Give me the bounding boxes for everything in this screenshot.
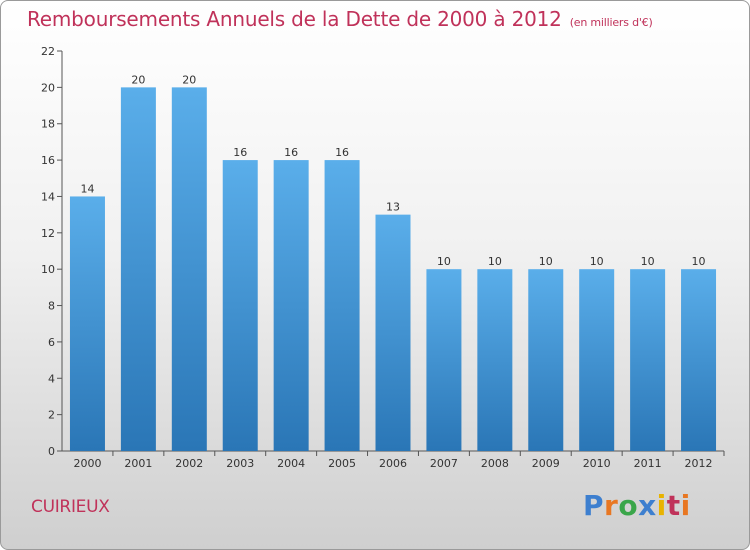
data-label: 10 xyxy=(539,255,553,268)
bar-2006 xyxy=(375,214,411,451)
chart-subtitle: (en milliers d'€) xyxy=(569,16,653,29)
data-label: 10 xyxy=(590,255,604,268)
x-tick-label: 2000 xyxy=(73,457,101,470)
logo-letter: x xyxy=(638,489,657,522)
x-tick-label: 2012 xyxy=(685,457,713,470)
data-label: 16 xyxy=(284,146,298,159)
y-tick-label: 8 xyxy=(48,300,55,313)
x-tick-label: 2003 xyxy=(226,457,254,470)
x-tick-label: 2001 xyxy=(124,457,152,470)
chart-title-text: Remboursements Annuels de la Dette de 20… xyxy=(27,7,562,31)
y-tick-label: 4 xyxy=(48,372,55,385)
x-tick-label: 2005 xyxy=(328,457,356,470)
bars xyxy=(69,87,717,451)
data-label: 10 xyxy=(692,255,706,268)
x-tick-label: 2009 xyxy=(532,457,560,470)
y-tick-label: 0 xyxy=(48,445,55,458)
bar-2012 xyxy=(681,269,717,451)
bar-2000 xyxy=(69,196,105,451)
y-tick-label: 16 xyxy=(41,154,55,167)
proxiti-logo[interactable]: Proxiti xyxy=(583,489,691,522)
logo-letter: r xyxy=(604,489,619,522)
place-name: CUIRIEUX xyxy=(31,497,110,517)
bar-2007 xyxy=(426,269,462,451)
data-label: 20 xyxy=(182,73,196,86)
y-tick-label: 12 xyxy=(41,227,55,240)
logo-letter: o xyxy=(618,489,639,522)
data-label: 10 xyxy=(488,255,502,268)
x-tick-label: 2002 xyxy=(175,457,203,470)
logo-letters: Proxiti xyxy=(583,489,691,522)
x-tick-label: 2011 xyxy=(634,457,662,470)
logo-letter: i xyxy=(656,489,667,522)
data-label: 13 xyxy=(386,201,400,214)
x-tick-label: 2010 xyxy=(583,457,611,470)
data-label: 10 xyxy=(641,255,655,268)
y-tick-label: 14 xyxy=(41,190,55,203)
y-tick-label: 2 xyxy=(48,409,55,422)
bar-2009 xyxy=(528,269,564,451)
y-tick-label: 20 xyxy=(41,81,55,94)
data-label: 20 xyxy=(131,73,145,86)
data-label: 16 xyxy=(233,146,247,159)
bar-2001 xyxy=(120,87,156,451)
x-tick-label: 2006 xyxy=(379,457,407,470)
y-tick-label: 6 xyxy=(48,336,55,349)
logo-letter: t xyxy=(666,489,681,522)
logo-letter: i xyxy=(680,489,691,522)
labels: 2000 14 2001 20 2002 20 2003 16 2004 16 2005 16 2006… xyxy=(73,73,712,470)
bar-2004 xyxy=(273,160,309,451)
bar-2011 xyxy=(630,269,666,451)
bar-2003 xyxy=(222,160,258,451)
logo-letter: P xyxy=(583,489,605,522)
y-tick-label: 22 xyxy=(41,45,55,58)
data-label: 10 xyxy=(437,255,451,268)
bar-2005 xyxy=(324,160,360,451)
y-tick-label: 10 xyxy=(41,263,55,276)
bar-2002 xyxy=(171,87,207,451)
y-tick-label: 18 xyxy=(41,118,55,131)
bar-2010 xyxy=(579,269,615,451)
chart-title: Remboursements Annuels de la Dette de 20… xyxy=(27,7,653,31)
data-label: 14 xyxy=(80,182,94,195)
x-tick-label: 2004 xyxy=(277,457,305,470)
x-tick-label: 2008 xyxy=(481,457,509,470)
x-tick-label: 2007 xyxy=(430,457,458,470)
bar-2008 xyxy=(477,269,513,451)
data-label: 16 xyxy=(335,146,349,159)
